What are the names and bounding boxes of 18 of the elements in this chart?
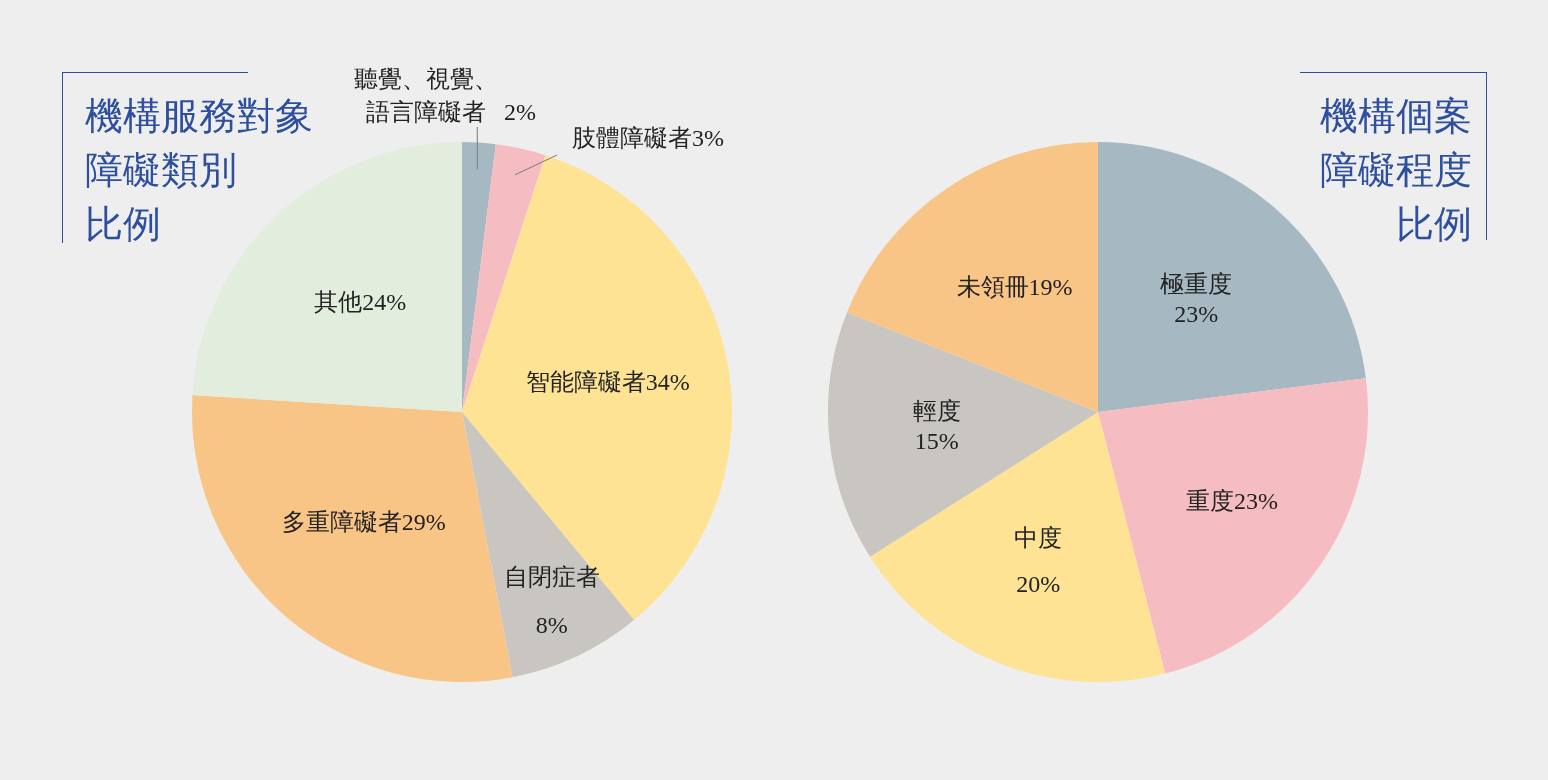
- data-label: 20%: [1016, 570, 1061, 597]
- slice-label: 其他24%: [314, 289, 407, 316]
- slice-label: 聽覺、視覺、語言障礙者: [354, 65, 498, 125]
- slice-label: 極重度: [1160, 270, 1233, 297]
- data-label: 2%: [504, 98, 536, 125]
- slice-label: 未領冊19%: [956, 274, 1073, 301]
- data-label: 23%: [1174, 300, 1219, 327]
- slice-label: 肢體障礙者3%: [572, 125, 724, 152]
- slice-label: 多重障礙者29%: [281, 508, 446, 535]
- slice-label: 重度23%: [1185, 488, 1278, 515]
- data-label: 15%: [914, 427, 959, 454]
- slice-label: 輕度: [912, 397, 961, 424]
- slice-label: 智能障礙者34%: [525, 369, 690, 396]
- data-label: 8%: [535, 611, 568, 638]
- chart-title: 機構個案障礙程度比例: [1320, 93, 1472, 248]
- slice-label: 中度: [1014, 524, 1063, 551]
- slice-label: 自閉症者: [503, 563, 600, 590]
- text: 機構服務對象障礙類別比例: [85, 93, 313, 248]
